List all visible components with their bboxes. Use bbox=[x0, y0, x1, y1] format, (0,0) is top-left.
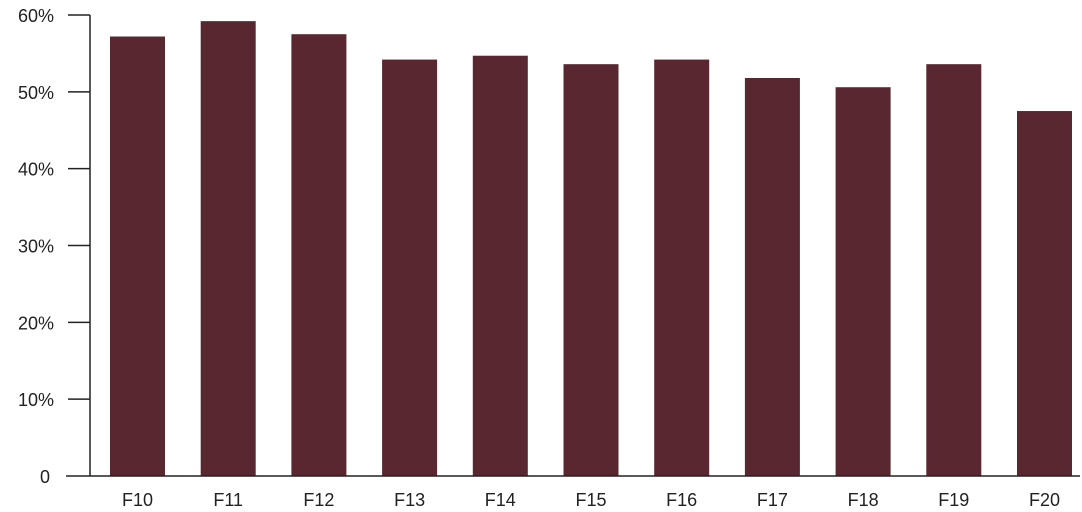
x-tick-label: F17 bbox=[757, 490, 788, 510]
bar-f10 bbox=[110, 36, 165, 476]
y-tick-label: 20% bbox=[18, 313, 54, 333]
y-axis: 0 10% 20% 30% 40% 50% 60% bbox=[18, 6, 91, 487]
x-tick-label: F19 bbox=[938, 490, 969, 510]
bar-f17 bbox=[744, 78, 800, 477]
x-axis: F10 F11 F12 F13 F14 F15 F16 F17 F18 F19 F20 bbox=[66, 475, 1080, 510]
bar-f15 bbox=[563, 64, 619, 476]
bars bbox=[110, 21, 1072, 477]
bar-f12 bbox=[291, 34, 347, 476]
x-tick-label: F15 bbox=[575, 490, 606, 510]
y-tick-label: 0 bbox=[40, 467, 50, 487]
x-tick-label: F12 bbox=[303, 490, 334, 510]
bar-f11 bbox=[200, 21, 256, 476]
y-tick-label: 10% bbox=[18, 390, 54, 410]
bar-f14 bbox=[472, 55, 528, 476]
bar-f13 bbox=[382, 59, 438, 477]
bar-f18 bbox=[835, 87, 891, 477]
y-tick-label: 40% bbox=[18, 160, 54, 180]
y-tick-label: 60% bbox=[18, 6, 54, 26]
bar-f16 bbox=[654, 59, 710, 477]
x-tick-label: F11 bbox=[213, 490, 243, 510]
x-tick-label: F18 bbox=[848, 490, 879, 510]
y-tick-label: 30% bbox=[18, 237, 54, 257]
x-tick-label: F20 bbox=[1029, 490, 1060, 510]
bar-f20 bbox=[1017, 111, 1072, 477]
y-tick-label: 50% bbox=[18, 83, 54, 103]
x-tick-label: F10 bbox=[122, 490, 153, 510]
x-tick-label: F16 bbox=[666, 490, 697, 510]
bar-f19 bbox=[926, 64, 982, 476]
x-tick-label: F13 bbox=[394, 490, 425, 510]
x-tick-label: F14 bbox=[485, 490, 516, 510]
